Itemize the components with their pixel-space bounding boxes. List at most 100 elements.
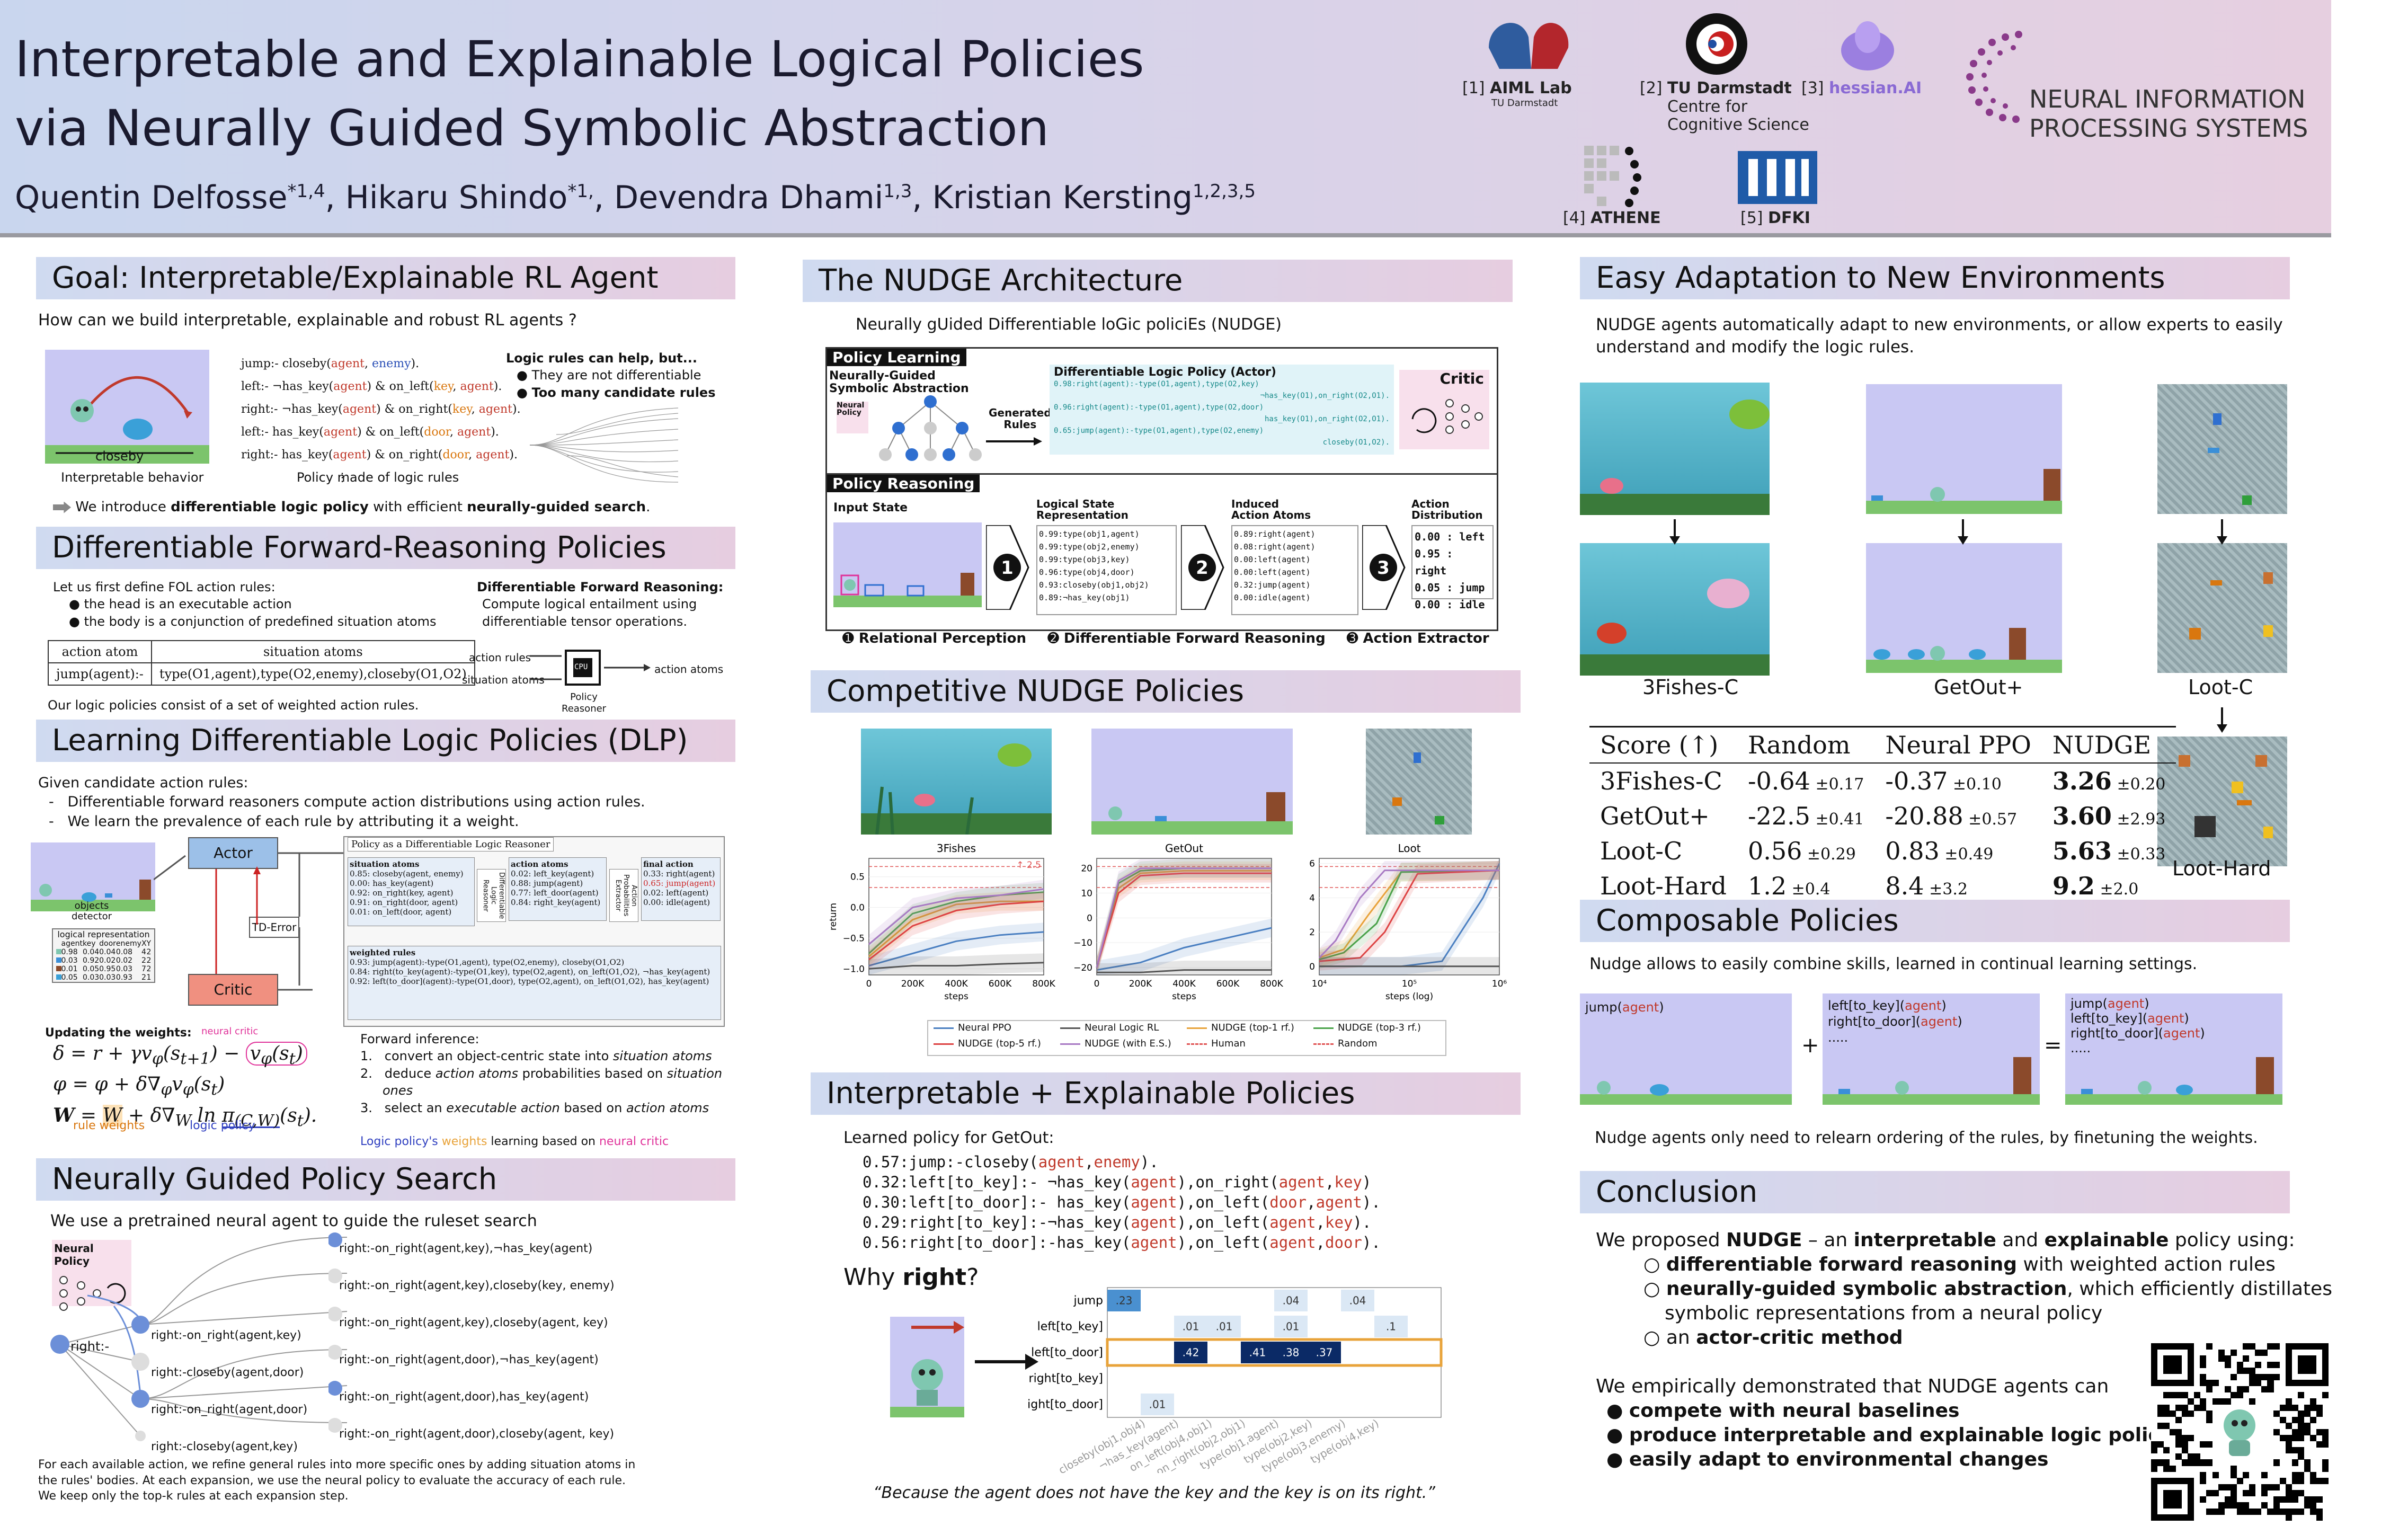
search-node-level2: right:-on_right(agent,key),closeby(agent…: [339, 1316, 608, 1329]
env-label-getout-plus: GetOut+: [1934, 676, 2023, 699]
logical-state-atom: 0.89:¬has_key(obj1): [1039, 593, 1130, 602]
policy-reasoner-label: Policy Reasoner: [562, 691, 607, 714]
logical-representation-matrix: logical representation agent key door enemy…: [52, 928, 155, 983]
label-action-rules: action rules: [469, 651, 531, 664]
compo-note: Nudge agents only need to relearn orderi…: [1595, 1129, 2258, 1147]
logical-state-atom: 0.99:type(obj2,enemy): [1039, 542, 1140, 552]
legend-item: Neural Logic RL: [1060, 1022, 1187, 1038]
y-tick-label: 0: [1309, 962, 1315, 972]
y-tick-label: −1.0: [843, 964, 865, 974]
search-level2: right:-on_right(agent,key),¬has_key(agen…: [339, 1230, 615, 1453]
heatmap-value: .01: [1183, 1320, 1199, 1333]
author-affil: *1,4: [287, 181, 325, 202]
policy-learning-panel: Policy Learning Neurally-Guided Symbolic …: [825, 347, 1498, 487]
interpretable-behavior-figure: closeby: [45, 350, 209, 464]
matrix-cell: 2: [146, 956, 152, 965]
agent-thumbnail: [890, 1317, 964, 1417]
critic-box: Critic: [188, 974, 278, 1006]
dlr-block: Differentiable Logic Reasoner: [477, 869, 506, 922]
actor-box: Actor: [188, 837, 278, 869]
matrix-cell: 0.05: [82, 965, 100, 973]
data-point: [1319, 957, 1320, 959]
fol-rule-def: Let us first define FOL action rules: ● …: [53, 580, 437, 629]
heatmap-cell: [1174, 1316, 1207, 1337]
explanation-heatmap: jump left[to_key] left[to_door] right[to_ke…: [1028, 1287, 1443, 1473]
logical-state-atom: 0.96:type(obj4,door): [1039, 567, 1135, 577]
section-nps-title: Neurally Guided Policy Search: [36, 1158, 735, 1201]
action-probability: 0.95 : right: [1415, 547, 1453, 577]
induced-action-atom: 0.89:right(agent): [1234, 529, 1316, 539]
section-dlp-title: Learning Differentiable Logic Policies (…: [36, 720, 735, 762]
x-tick-label: 600K: [989, 979, 1012, 989]
author-affil: 1,3: [883, 181, 912, 202]
author-name: , Devendra Dhami: [593, 179, 884, 216]
matrix-header: key: [82, 939, 96, 948]
section-dfr-title: Differentiable Forward-Reasoning Policie…: [36, 527, 735, 569]
data-point: [1140, 972, 1141, 973]
y-tick-label: 4: [1309, 893, 1315, 903]
score-row: 3Fishes-C -0.64 ±0.17 -0.37 ±0.10 3.26 ±0.2…: [1600, 767, 2166, 795]
action-distribution-list: 0.00 : left 0.95 : right 0.05 : jump 0.00 :…: [1411, 525, 1494, 611]
data-point: [956, 910, 957, 911]
search-tree: [50, 1237, 348, 1441]
series-band: [869, 922, 1044, 975]
arrow-right-icon: [975, 1354, 1038, 1370]
action-probability: 0.05 : jump: [1415, 581, 1485, 594]
rule-item: left:- has_key(agent) & on_left(door, ag…: [241, 425, 499, 439]
thumbnail-3fishes-after: [1580, 543, 1770, 676]
x-tick-label: 10⁵: [1402, 979, 1417, 989]
matrix-cell: 0.04: [82, 948, 100, 956]
logic-rules-box: Logic rules can help, but... ● They are …: [506, 351, 716, 400]
matrix-cell: 0.95: [99, 965, 116, 973]
td-error-box: TD-Error: [249, 917, 299, 938]
poster-header: Interpretable and Explainable Logical Po…: [0, 0, 2331, 237]
rule-tree-figure: [529, 407, 679, 483]
thumbnail-loot: [1366, 729, 1472, 835]
data-point: [956, 898, 957, 899]
series-band: [1319, 858, 1499, 975]
neurips-wordmark: NEURAL INFORMATION PROCESSING SYSTEMS: [2029, 85, 2308, 143]
data-point: [956, 941, 957, 942]
author-name: Quentin Delfosse: [15, 179, 288, 216]
legend-item: NUDGE (top-5 rf.): [934, 1038, 1060, 1054]
neural-policy-box: Neural Policy: [52, 1240, 131, 1311]
author-list: Quentin Delfosse*1,4, Hikaru Shindo*1,, …: [15, 179, 1256, 216]
nps-intro: We use a pretrained neural agent to guid…: [50, 1212, 537, 1230]
affil-dfki: [5] DFKI: [1740, 209, 1810, 227]
dfki-logo: [1738, 151, 1817, 204]
search-node-level2: right:-on_right(agent,door),has_key(agen…: [339, 1390, 589, 1404]
data-point: [1376, 923, 1377, 924]
skill-navigate-frame: left[to_key](agent) right[to_door](agent)…: [1823, 993, 2040, 1105]
heatmap-cell: [1274, 1290, 1308, 1311]
situation-atom: 0.91: on_right(door, agent): [350, 898, 458, 907]
chart-title: Loot: [1398, 842, 1420, 855]
x-tick-label: 10⁶: [1492, 979, 1507, 989]
affil-tu: [2] TU Darmstadt Centre for Cognitive Scie…: [1640, 79, 1809, 134]
qr-code[interactable]: [2151, 1343, 2329, 1521]
rule-weights-label: rule weights: [73, 1119, 145, 1132]
y-tick-label: 0.0: [850, 903, 865, 913]
x-tick-label: 0: [1094, 979, 1100, 989]
matrix-cell: 0.03: [61, 956, 78, 965]
learned-policy-label: Learned policy for GetOut:: [843, 1129, 1054, 1147]
objects-detector-label: objects detector: [72, 900, 112, 922]
closeby-label: closeby: [95, 449, 144, 464]
why-right-heading: Why right?: [843, 1264, 979, 1291]
thumbnail-3fishes: [861, 729, 1052, 835]
data-point: [1319, 959, 1320, 960]
section-comp-title: Competitive NUDGE Policies: [811, 670, 1521, 713]
weighted-rule: 0.93: jump(agent):-type(O1,agent), type(…: [350, 957, 625, 967]
skill-jump-frame: jump(agent): [1580, 993, 1792, 1105]
heatmap-value: .41: [1249, 1346, 1266, 1359]
affil-hessian: [3] hessian.AI: [1801, 79, 1922, 97]
x-axis-label: steps (log): [1385, 991, 1433, 1002]
label-action-atoms: action atoms: [654, 663, 724, 676]
search-node-level1: right:-on_right(agent,door): [151, 1403, 308, 1416]
heatmap-row-label: left[to_door]: [1031, 1346, 1103, 1360]
final-action: 0.02: left(agent): [643, 888, 709, 898]
heatmap-value: .37: [1316, 1346, 1333, 1359]
matrix-cell: 2: [141, 956, 146, 965]
heatmap-cell: [1174, 1342, 1207, 1363]
matrix-cell: 2: [141, 973, 146, 982]
logical-state-atom: 0.99:type(obj3,key): [1039, 555, 1130, 564]
